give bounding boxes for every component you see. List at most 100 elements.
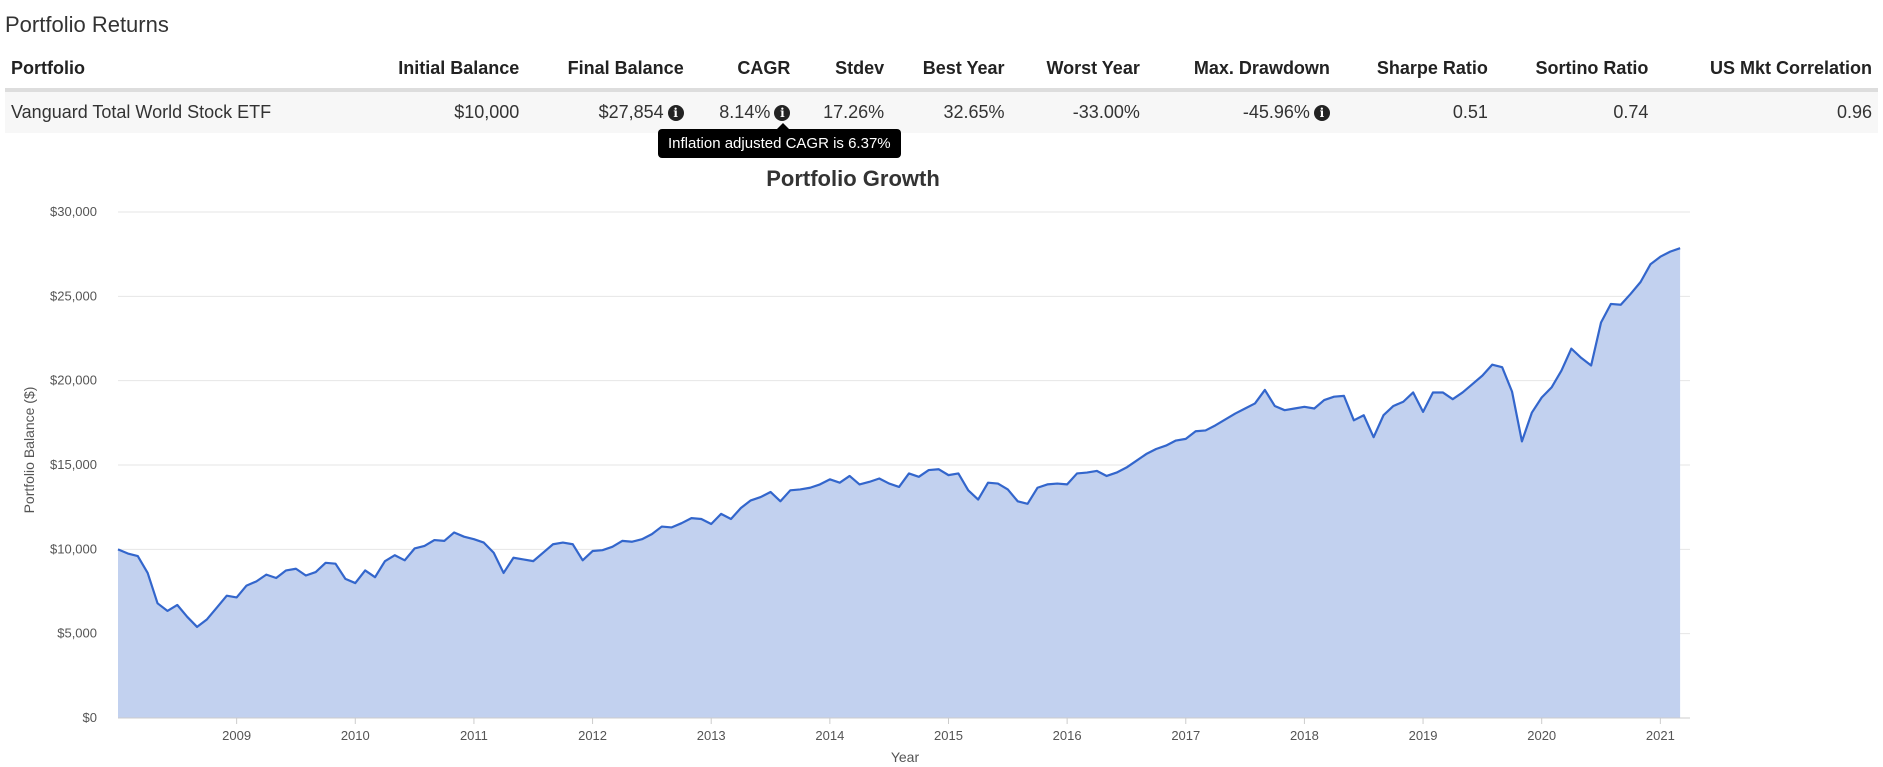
data-point[interactable] (758, 494, 764, 500)
header-final-balance[interactable]: Final Balance (525, 55, 690, 92)
data-point[interactable] (1410, 389, 1416, 395)
data-point[interactable] (253, 578, 259, 584)
data-point[interactable] (1015, 498, 1021, 504)
data-point[interactable] (1371, 434, 1377, 440)
data-point[interactable] (1094, 468, 1100, 474)
data-point[interactable] (945, 472, 951, 478)
data-point[interactable] (768, 489, 774, 495)
data-point[interactable] (1331, 394, 1337, 400)
data-point[interactable] (1519, 438, 1525, 444)
header-portfolio[interactable]: Portfolio (5, 55, 355, 92)
data-point[interactable] (827, 476, 833, 482)
data-point[interactable] (184, 614, 190, 620)
data-point[interactable] (866, 479, 872, 485)
data-point[interactable] (1005, 486, 1011, 492)
data-point[interactable] (1647, 261, 1653, 267)
data-point[interactable] (273, 575, 279, 581)
data-point[interactable] (1044, 481, 1050, 487)
header-initial-balance[interactable]: Initial Balance (354, 55, 526, 92)
data-point[interactable] (975, 497, 981, 503)
data-point[interactable] (708, 521, 714, 527)
data-point[interactable] (164, 608, 170, 614)
header-best-year[interactable]: Best Year (890, 55, 1011, 92)
data-point[interactable] (1390, 403, 1396, 409)
data-point[interactable] (1578, 355, 1584, 361)
data-point[interactable] (1460, 389, 1466, 395)
data-point[interactable] (1203, 427, 1209, 433)
data-point[interactable] (649, 531, 655, 537)
data-point[interactable] (777, 498, 783, 504)
header-sharpe-ratio[interactable]: Sharpe Ratio (1335, 55, 1494, 92)
data-point[interactable] (313, 569, 319, 575)
data-point[interactable] (1657, 254, 1663, 260)
data-point[interactable] (1262, 387, 1268, 393)
data-point[interactable] (1351, 417, 1357, 423)
data-point[interactable] (1588, 362, 1594, 368)
data-point[interactable] (510, 555, 516, 561)
data-point[interactable] (441, 538, 447, 544)
data-point[interactable] (1598, 319, 1604, 325)
data-point[interactable] (1539, 395, 1545, 401)
header-max-drawdown[interactable]: Max. Drawdown (1145, 55, 1336, 92)
data-point[interactable] (1677, 245, 1683, 251)
data-point[interactable] (1272, 403, 1278, 409)
data-point[interactable] (1222, 416, 1228, 422)
data-point[interactable] (125, 551, 131, 557)
data-point[interactable] (609, 544, 615, 550)
data-point[interactable] (382, 558, 388, 564)
header-stdev[interactable]: Stdev (796, 55, 891, 92)
data-point[interactable] (1025, 501, 1031, 507)
data-point[interactable] (1420, 409, 1426, 415)
data-point[interactable] (352, 580, 358, 586)
data-point[interactable] (1242, 406, 1248, 412)
data-point[interactable] (1054, 481, 1060, 487)
data-point[interactable] (985, 480, 991, 486)
data-point[interactable] (1173, 438, 1179, 444)
data-point[interactable] (1074, 470, 1080, 476)
data-point[interactable] (1104, 473, 1110, 479)
data-point[interactable] (1183, 436, 1189, 442)
data-point[interactable] (1489, 362, 1495, 368)
data-point[interactable] (995, 481, 1001, 487)
data-point[interactable] (1381, 412, 1387, 418)
data-point[interactable] (145, 570, 151, 576)
data-point[interactable] (333, 561, 339, 567)
data-point[interactable] (1193, 428, 1199, 434)
data-point[interactable] (936, 466, 942, 472)
data-point[interactable] (115, 546, 121, 552)
info-circle-icon[interactable]: i (1313, 105, 1330, 121)
data-point[interactable] (1292, 406, 1298, 412)
data-point[interactable] (501, 570, 507, 576)
data-point[interactable] (807, 485, 813, 491)
header-us-mkt-correlation[interactable]: US Mkt Correlation (1654, 55, 1878, 92)
data-point[interactable] (540, 550, 546, 556)
data-point[interactable] (1568, 346, 1574, 352)
data-point[interactable] (481, 540, 487, 546)
data-point[interactable] (392, 552, 398, 558)
data-point[interactable] (1341, 393, 1347, 399)
data-point[interactable] (1608, 301, 1614, 307)
data-point[interactable] (1123, 465, 1129, 471)
data-point[interactable] (550, 541, 556, 547)
data-point[interactable] (797, 486, 803, 492)
data-point[interactable] (896, 484, 902, 490)
data-point[interactable] (659, 524, 665, 530)
data-point[interactable] (372, 574, 378, 580)
data-point[interactable] (857, 481, 863, 487)
data-point[interactable] (421, 543, 427, 549)
data-point[interactable] (916, 474, 922, 480)
data-point[interactable] (1450, 396, 1456, 402)
data-point[interactable] (1034, 485, 1040, 491)
data-point[interactable] (1638, 279, 1644, 285)
data-point[interactable] (402, 557, 408, 563)
data-point[interactable] (1064, 481, 1070, 487)
data-point[interactable] (906, 470, 912, 476)
data-point[interactable] (886, 481, 892, 487)
data-point[interactable] (1618, 302, 1624, 308)
data-point[interactable] (194, 624, 200, 630)
data-point[interactable] (1628, 291, 1634, 297)
data-point[interactable] (491, 550, 497, 556)
data-point[interactable] (323, 560, 329, 566)
data-point[interactable] (1430, 389, 1436, 395)
data-point[interactable] (283, 567, 289, 573)
